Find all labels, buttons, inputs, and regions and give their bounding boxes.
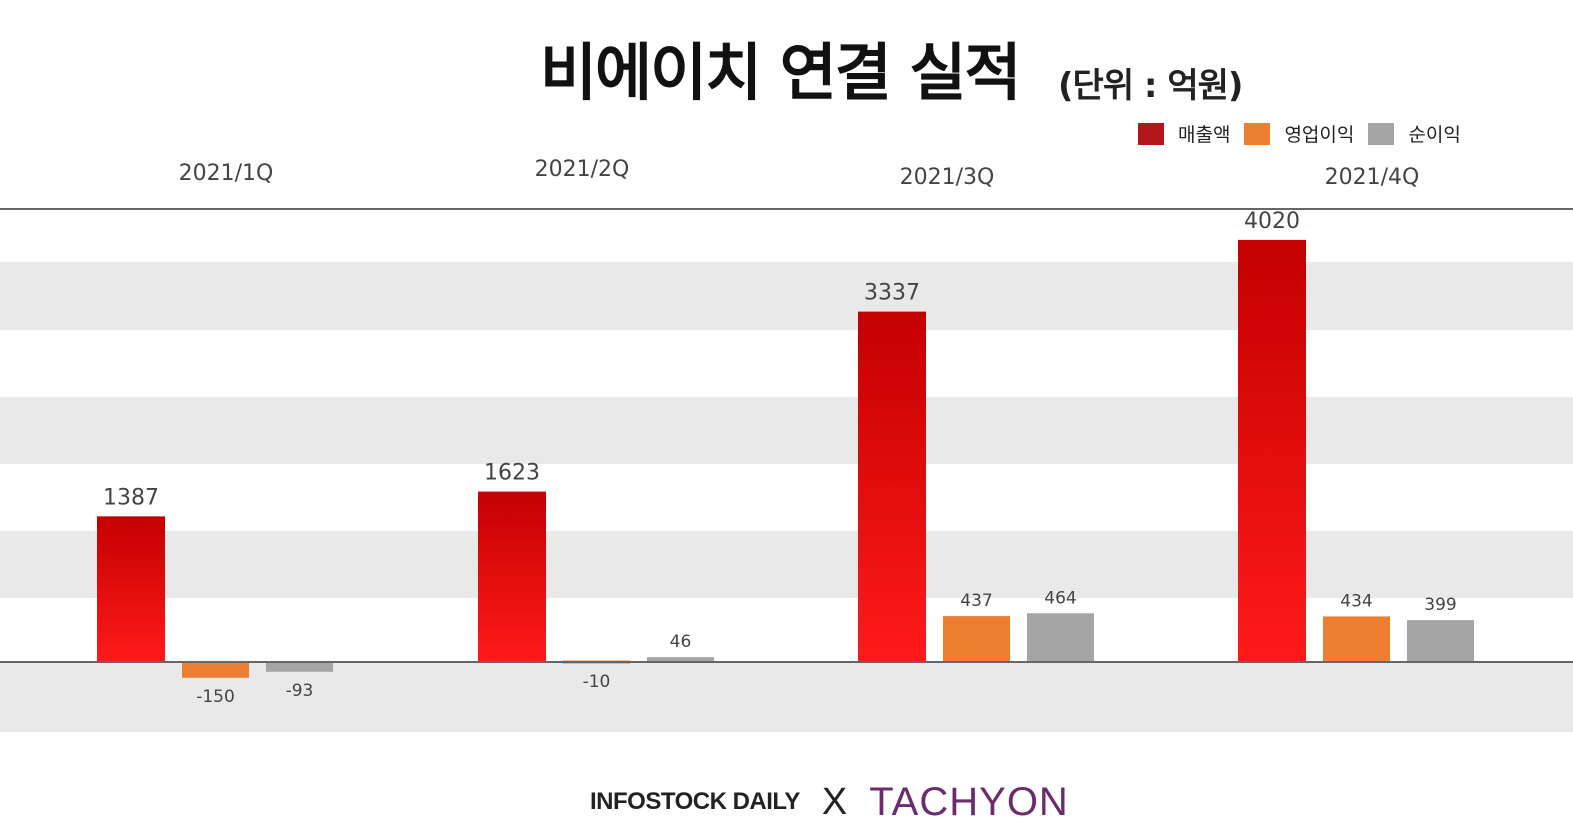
- bar-operating-profit: [182, 662, 249, 678]
- category-label: 2021/2Q: [535, 157, 630, 182]
- unit-label: (단위 : 억원): [1058, 66, 1243, 106]
- background-bands: [0, 262, 1573, 732]
- bar-net-profit: [1027, 613, 1094, 662]
- legend: 매출액 영업이익 순이익: [1138, 120, 1461, 147]
- logo-separator: X: [821, 780, 848, 823]
- legend-label-net: 순이익: [1408, 124, 1461, 146]
- data-label-net-profit: 46: [670, 632, 692, 652]
- data-label-operating-profit: -10: [583, 672, 611, 692]
- bar-revenue: [97, 516, 165, 662]
- bar-operating-profit: [1323, 616, 1390, 662]
- legend-item-operating: 영업이익: [1244, 120, 1354, 147]
- data-label-net-profit: -93: [286, 681, 314, 701]
- legend-label-revenue: 매출액: [1178, 124, 1231, 146]
- data-label-net-profit: 464: [1044, 588, 1076, 608]
- legend-item-revenue: 매출액: [1138, 120, 1230, 147]
- data-label-revenue: 1387: [103, 485, 159, 510]
- bar-net-profit: [1407, 620, 1474, 662]
- bar-net-profit: [266, 662, 333, 672]
- bar-net-profit: [647, 657, 714, 662]
- category-labels: 2021/1Q 2021/2Q 2021/3Q 2021/4Q: [179, 157, 1420, 190]
- legend-swatch-operating: [1244, 122, 1271, 145]
- category-label: 2021/3Q: [900, 165, 995, 190]
- legend-item-net: 순이익: [1368, 120, 1461, 147]
- category-label: 2021/4Q: [1325, 165, 1420, 190]
- data-label-revenue: 1623: [484, 461, 540, 486]
- value-labels: 1387 1623 3337 4020 -150 -10 437 434 -93 46 464 399: [103, 209, 1457, 707]
- background-band: [0, 397, 1573, 464]
- chart-title: 비에이치 연결 실적: [540, 36, 1021, 109]
- data-label-operating-profit: -150: [196, 687, 235, 707]
- legend-swatch-net: [1368, 122, 1395, 145]
- footer-logos: INFOSTOCK DAILY X TACHYON: [590, 778, 1069, 826]
- data-label-net-profit: 399: [1424, 595, 1456, 615]
- legend-label-operating: 영업이익: [1284, 124, 1355, 146]
- background-band: [0, 662, 1573, 732]
- data-label-revenue: 3337: [864, 281, 920, 306]
- bar-revenue: [858, 311, 926, 662]
- background-band: [0, 531, 1573, 598]
- data-label-operating-profit: 434: [1340, 591, 1372, 611]
- category-label: 2021/1Q: [179, 161, 274, 186]
- tachyon-logo: TACHYON: [869, 779, 1069, 824]
- data-label-operating-profit: 437: [960, 591, 992, 611]
- legend-swatch-revenue: [1138, 122, 1164, 145]
- background-band: [0, 262, 1573, 330]
- bar-operating-profit: [943, 616, 1010, 662]
- bar-revenue: [478, 491, 546, 662]
- bar-revenue: [1238, 239, 1306, 662]
- infostock-daily-logo: INFOSTOCK DAILY: [590, 788, 800, 815]
- data-label-revenue: 4020: [1244, 209, 1300, 234]
